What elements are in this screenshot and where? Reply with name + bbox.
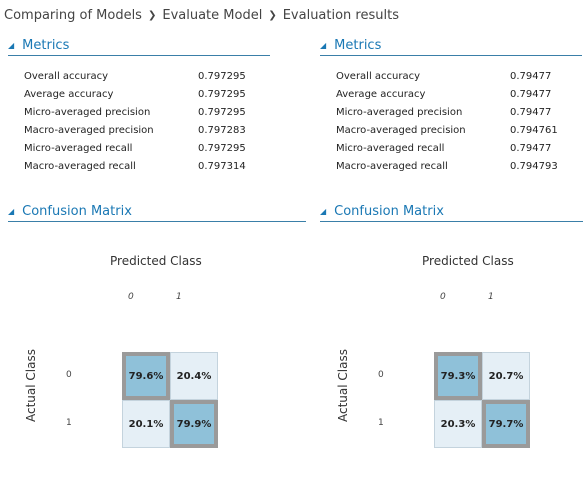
collapse-triangle-icon[interactable]: ◢ (8, 41, 15, 50)
breadcrumb-item-evaluate-model[interactable]: Evaluate Model (162, 7, 263, 23)
predicted-class-label: Predicted Class (110, 254, 202, 268)
confusion-matrix-title: Confusion Matrix (334, 204, 444, 219)
metric-name: Macro-averaged precision (336, 125, 466, 136)
collapse-triangle-icon[interactable]: ◢ (320, 41, 327, 50)
row-label: 1 (66, 418, 72, 428)
collapse-triangle-icon[interactable]: ◢ (320, 207, 327, 216)
metric-value: 0.79477 (510, 71, 552, 82)
metrics-title: Metrics (334, 38, 382, 53)
metric-value: 0.797283 (198, 125, 246, 136)
confusion-matrix-header[interactable]: ◢ Confusion Matrix (8, 202, 306, 222)
metric-value: 0.797295 (198, 71, 246, 82)
column-label: 1 (176, 292, 182, 302)
confusion-matrix-header[interactable]: ◢ Confusion Matrix (320, 202, 583, 222)
collapse-triangle-icon[interactable]: ◢ (8, 207, 15, 216)
metric-name: Macro-averaged recall (24, 161, 136, 172)
metrics-title: Metrics (22, 38, 70, 53)
metric-value: 0.797295 (198, 89, 246, 100)
metrics-header[interactable]: ◢ Metrics (8, 36, 270, 56)
metric-value: 0.797295 (198, 107, 246, 118)
matrix-cell: 20.7% (482, 352, 530, 400)
row-label: 1 (378, 418, 384, 428)
metric-value: 0.794761 (510, 125, 558, 136)
metric-name: Macro-averaged precision (24, 125, 154, 136)
metric-name: Overall accuracy (336, 71, 421, 82)
matrix-cell: 79.7% (482, 400, 530, 448)
metric-name: Micro-averaged recall (24, 143, 133, 154)
metric-name: Micro-averaged precision (24, 107, 151, 118)
actual-class-label: Actual Class (24, 349, 38, 422)
metric-name: Micro-averaged recall (336, 143, 445, 154)
chevron-right-icon: ❯ (147, 9, 157, 21)
matrix-cell: 79.3% (434, 352, 482, 400)
confusion-matrix-title: Confusion Matrix (22, 204, 132, 219)
metric-value: 0.797295 (198, 143, 246, 154)
row-label: 0 (66, 370, 72, 380)
metric-name: Overall accuracy (24, 71, 109, 82)
metric-value: 0.79477 (510, 107, 552, 118)
matrix-cell: 79.9% (170, 400, 218, 448)
column-label: 0 (128, 292, 134, 302)
chevron-right-icon: ❯ (268, 9, 277, 21)
metric-name: Micro-averaged precision (336, 107, 463, 118)
matrix-cell: 20.1% (122, 400, 170, 448)
breadcrumb: Comparing of Models ❯ Evaluate Model ❯ E… (4, 6, 399, 24)
matrix-cell: 79.6% (122, 352, 170, 400)
matrix-cell: 20.3% (434, 400, 482, 448)
metric-value: 0.794793 (510, 161, 558, 172)
metric-value: 0.79477 (510, 143, 552, 154)
matrix-cell: 20.4% (170, 352, 218, 400)
metric-value: 0.79477 (510, 89, 552, 100)
breadcrumb-item-evaluation-results: Evaluation results (282, 7, 399, 23)
actual-class-label: Actual Class (336, 349, 350, 422)
metric-name: Average accuracy (336, 89, 426, 100)
column-label: 1 (488, 292, 494, 302)
column-label: 0 (440, 292, 446, 302)
metric-name: Average accuracy (24, 89, 114, 100)
breadcrumb-item-comparing-models[interactable]: Comparing of Models (4, 7, 142, 23)
metrics-header[interactable]: ◢ Metrics (320, 36, 582, 56)
predicted-class-label: Predicted Class (422, 254, 514, 268)
metric-name: Macro-averaged recall (336, 161, 448, 172)
row-label: 0 (378, 370, 384, 380)
metric-value: 0.797314 (198, 161, 246, 172)
